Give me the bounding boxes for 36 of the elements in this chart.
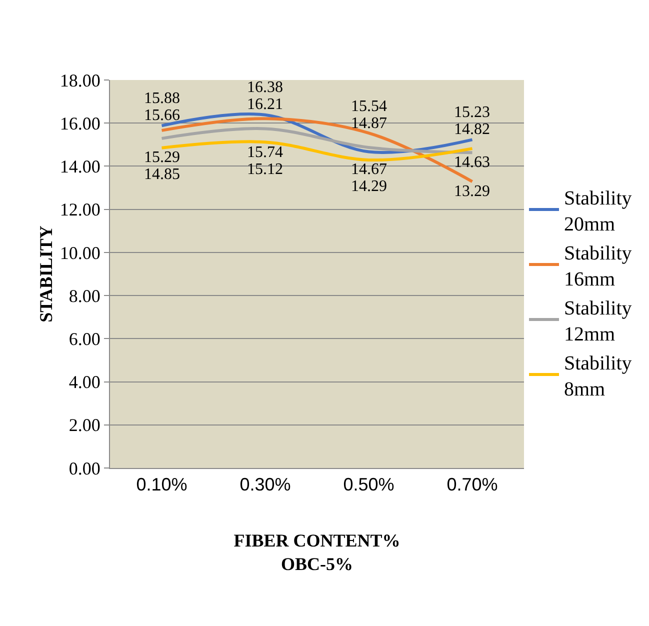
data-label: 16.21 xyxy=(247,96,283,113)
x-tick-label: 0.30% xyxy=(240,474,291,495)
x-axis-title: FIBER CONTENT% OBC-5% xyxy=(234,530,400,574)
data-label: 15.74 xyxy=(247,144,283,161)
data-label: 16.38 xyxy=(247,79,283,96)
y-tick-label: 14.00 xyxy=(60,156,100,177)
data-label: 14.82 xyxy=(454,121,490,138)
data-label: 14.87 xyxy=(351,115,387,132)
y-tick-label: 8.00 xyxy=(68,286,100,306)
data-label: 15.88 xyxy=(144,90,180,107)
data-label: 14.85 xyxy=(144,166,180,183)
data-label: 15.29 xyxy=(144,149,180,166)
data-label: 14.29 xyxy=(351,178,387,195)
x-tick-label: 0.50% xyxy=(343,474,394,495)
y-axis-title: STABILITY xyxy=(36,226,56,322)
y-tick-label: 2.00 xyxy=(68,415,100,436)
y-tick-label: 10.00 xyxy=(60,242,100,263)
y-tick-label: 0.00 xyxy=(68,458,100,478)
data-label: 15.54 xyxy=(351,98,387,115)
data-label: 14.63 xyxy=(454,154,490,171)
y-tick-label: 6.00 xyxy=(68,328,100,349)
legend-label: Stability 16mm xyxy=(564,242,632,290)
data-label: 15.23 xyxy=(454,104,490,121)
data-label: 15.12 xyxy=(247,161,283,178)
x-tick-label: 0.70% xyxy=(446,474,498,495)
y-tick-label: 16.00 xyxy=(60,113,100,134)
y-tick-label: 4.00 xyxy=(68,372,100,392)
data-label: 13.29 xyxy=(454,183,490,200)
data-label: 14.67 xyxy=(351,161,387,178)
legend-label: Stability 12mm xyxy=(564,297,632,346)
x-tick-label: 0.10% xyxy=(136,474,188,495)
data-label: 15.66 xyxy=(144,107,180,124)
legend-label: Stability 20mm xyxy=(564,187,632,236)
y-tick-label: 18.00 xyxy=(60,70,100,90)
y-tick-label: 12.00 xyxy=(60,200,100,220)
legend-label: Stability 8mm xyxy=(564,352,632,400)
